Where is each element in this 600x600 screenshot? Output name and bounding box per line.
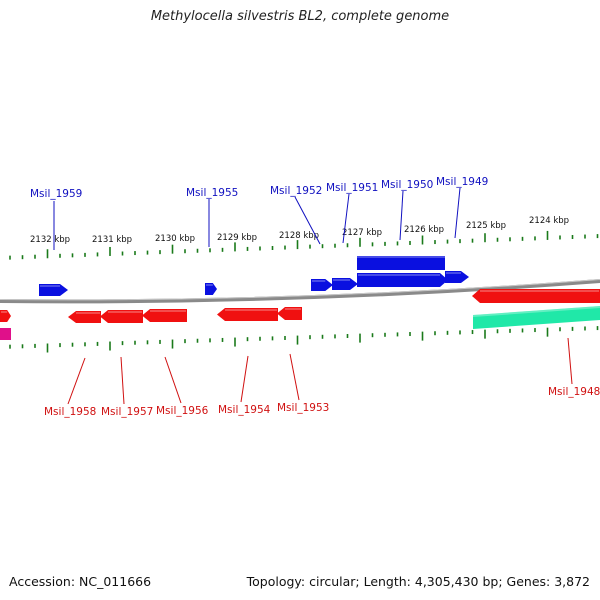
gene-msil-1956 [142,309,187,322]
gene-forward [311,279,333,291]
gene-label-msil-1955: Msil_1955 [186,187,238,199]
callout-line [164,356,182,404]
gene-msil-1951 [332,278,358,290]
callout-line [567,337,573,385]
gene-label-msil-1952: Msil_1952 [270,185,322,197]
gene-label-msil-1957: Msil_1957 [101,406,153,418]
scale-label: 2129 kbp [217,233,257,243]
gene-msil-1951-shine [333,279,350,281]
gene-msil-1959 [39,284,68,296]
gene-label-msil-1950: Msil_1950 [381,179,433,191]
gene-label-msil-1959: Msil_1959 [30,188,82,200]
gene-label-msil-1956: Msil_1956 [156,405,209,417]
gene-label-msil-1953: Msil_1953 [277,402,329,414]
accession-label: Accession: NC_011666 [9,574,152,589]
callout-line [399,190,404,241]
gene-rna-shine [473,306,600,317]
scale-label: 2128 kbp [279,231,319,241]
gene-msil-1953-shine [285,308,301,310]
upper-tick-track [9,230,599,260]
gene-msil-1954-shine [225,309,277,311]
callout-line [294,196,321,245]
callout-line [120,356,125,405]
gene-msil-1957-shine [108,311,142,313]
gene-reverse-edge-shine [1,311,8,313]
scale-label: 2132 kbp [30,235,70,245]
gene-msil-1952-shine [357,256,445,258]
gene-msil-1949 [445,271,469,283]
gene-msil-1957 [100,310,143,323]
genome-title: Methylocella silvestris BL2, complete ge… [150,9,450,24]
scale-label: 2125 kbp [466,221,506,231]
callout-line [240,355,249,403]
gene-msil-1948-shine [480,290,599,292]
gene-label-msil-1954: Msil_1954 [218,404,271,416]
gene-msil-1953 [277,307,302,320]
topology-label: Topology: circular; Length: 4,305,430 bp… [246,574,590,589]
gene-label-msil-1948: Msil_1948 [548,386,600,398]
scale-label: 2127 kbp [342,228,382,238]
scale-label-group: 2132 kbp 2131 kbp 2130 kbp 2129 kbp 2128 kbp… [30,216,569,245]
genome-backbone-highlight [0,279,600,301]
gene-msil-1956-shine [150,310,186,312]
gene-msil-1948 [472,289,600,303]
genome-backbone [0,279,600,304]
gene-msil-1955 [205,283,217,295]
gene-label-msil-1951: Msil_1951 [326,182,378,194]
callout-line [67,357,86,405]
scale-label: 2130 kbp [155,234,195,244]
gene-msil-1959-shine [40,285,60,287]
gene-msil-1949-shine [446,272,461,274]
gene-pink-edge [0,328,11,340]
gene-msil-1950 [357,273,448,287]
callout-line [454,187,461,239]
gene-rna [473,306,600,329]
gene-forward-shine [312,280,326,282]
gene-reverse-edge [0,310,11,322]
callout-line [342,193,350,244]
gene-label-msil-1949: Msil_1949 [436,176,488,188]
gene-msil-1955-shine [206,284,213,286]
callout-line [289,353,300,401]
gene-msil-1958 [68,311,101,323]
gene-msil-1958-shine [76,312,100,314]
gene-feature-group [0,256,600,340]
gene-msil-1954 [217,308,278,321]
scale-label: 2126 kbp [404,225,444,235]
gene-msil-1952 [357,256,445,270]
gene-label-msil-1958: Msil_1958 [44,406,96,418]
gene-msil-1950-shine [358,274,440,276]
scale-label: 2124 kbp [529,216,569,226]
gene-callout-group: Msil_1959 Msil_1955 Msil_1952 Msil_1951 Msil… [30,176,600,418]
scale-label: 2131 kbp [92,235,132,245]
lower-tick-track [9,326,599,353]
